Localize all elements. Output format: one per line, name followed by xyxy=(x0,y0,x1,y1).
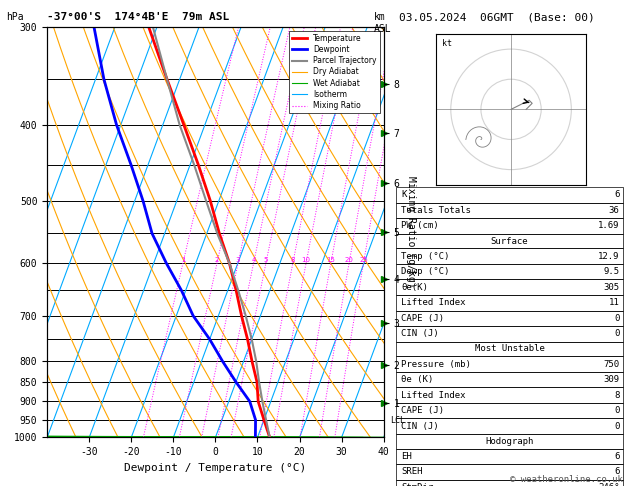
Text: Hodograph: Hodograph xyxy=(486,437,533,446)
Text: Pressure (mb): Pressure (mb) xyxy=(401,360,471,368)
Text: km
ASL: km ASL xyxy=(374,12,392,34)
Text: Lifted Index: Lifted Index xyxy=(401,298,466,307)
Text: Most Unstable: Most Unstable xyxy=(474,345,545,353)
Text: Dewp (°C): Dewp (°C) xyxy=(401,267,450,276)
Legend: Temperature, Dewpoint, Parcel Trajectory, Dry Adiabat, Wet Adiabat, Isotherm, Mi: Temperature, Dewpoint, Parcel Trajectory… xyxy=(289,31,380,113)
Text: θe(K): θe(K) xyxy=(401,283,428,292)
Text: 2: 2 xyxy=(215,257,220,263)
Text: 0: 0 xyxy=(614,406,620,415)
Text: 10: 10 xyxy=(302,257,311,263)
Text: Surface: Surface xyxy=(491,237,528,245)
Text: 305: 305 xyxy=(603,283,620,292)
Text: CIN (J): CIN (J) xyxy=(401,422,439,431)
Text: θe (K): θe (K) xyxy=(401,375,433,384)
Text: CAPE (J): CAPE (J) xyxy=(401,314,444,323)
Text: SREH: SREH xyxy=(401,468,423,476)
Text: PW (cm): PW (cm) xyxy=(401,222,439,230)
Text: CAPE (J): CAPE (J) xyxy=(401,406,444,415)
Text: © weatheronline.co.uk: © weatheronline.co.uk xyxy=(510,474,623,484)
Text: 36: 36 xyxy=(609,206,620,215)
Text: 0: 0 xyxy=(614,330,620,338)
Text: 12.9: 12.9 xyxy=(598,252,620,260)
Text: 25: 25 xyxy=(359,257,368,263)
Text: 6: 6 xyxy=(614,191,620,199)
Y-axis label: Mixing Ratio (g/kg): Mixing Ratio (g/kg) xyxy=(406,176,416,288)
Text: 9.5: 9.5 xyxy=(603,267,620,276)
Text: LCL: LCL xyxy=(391,416,406,425)
Text: 11: 11 xyxy=(609,298,620,307)
Text: 5: 5 xyxy=(264,257,268,263)
Text: 20: 20 xyxy=(345,257,353,263)
Text: 4: 4 xyxy=(252,257,256,263)
Text: 15: 15 xyxy=(326,257,335,263)
Text: CIN (J): CIN (J) xyxy=(401,330,439,338)
Text: -37°00'S  174°4B'E  79m ASL: -37°00'S 174°4B'E 79m ASL xyxy=(47,12,230,22)
Text: 0: 0 xyxy=(614,422,620,431)
Text: K: K xyxy=(401,191,407,199)
Text: 1: 1 xyxy=(181,257,185,263)
Text: EH: EH xyxy=(401,452,412,461)
Text: 309: 309 xyxy=(603,375,620,384)
Text: Temp (°C): Temp (°C) xyxy=(401,252,450,260)
Text: StmDir: StmDir xyxy=(401,483,433,486)
Text: hPa: hPa xyxy=(6,12,24,22)
Text: Lifted Index: Lifted Index xyxy=(401,391,466,399)
Text: 3: 3 xyxy=(236,257,240,263)
Text: 750: 750 xyxy=(603,360,620,368)
Text: Totals Totals: Totals Totals xyxy=(401,206,471,215)
Text: 6: 6 xyxy=(614,452,620,461)
Text: 6: 6 xyxy=(614,468,620,476)
Text: 246°: 246° xyxy=(598,483,620,486)
Text: 1.69: 1.69 xyxy=(598,222,620,230)
Text: 8: 8 xyxy=(291,257,295,263)
Text: 0: 0 xyxy=(614,314,620,323)
Text: 8: 8 xyxy=(614,391,620,399)
Text: kt: kt xyxy=(442,39,452,48)
Text: 03.05.2024  06GMT  (Base: 00): 03.05.2024 06GMT (Base: 00) xyxy=(399,12,595,22)
X-axis label: Dewpoint / Temperature (°C): Dewpoint / Temperature (°C) xyxy=(125,463,306,473)
